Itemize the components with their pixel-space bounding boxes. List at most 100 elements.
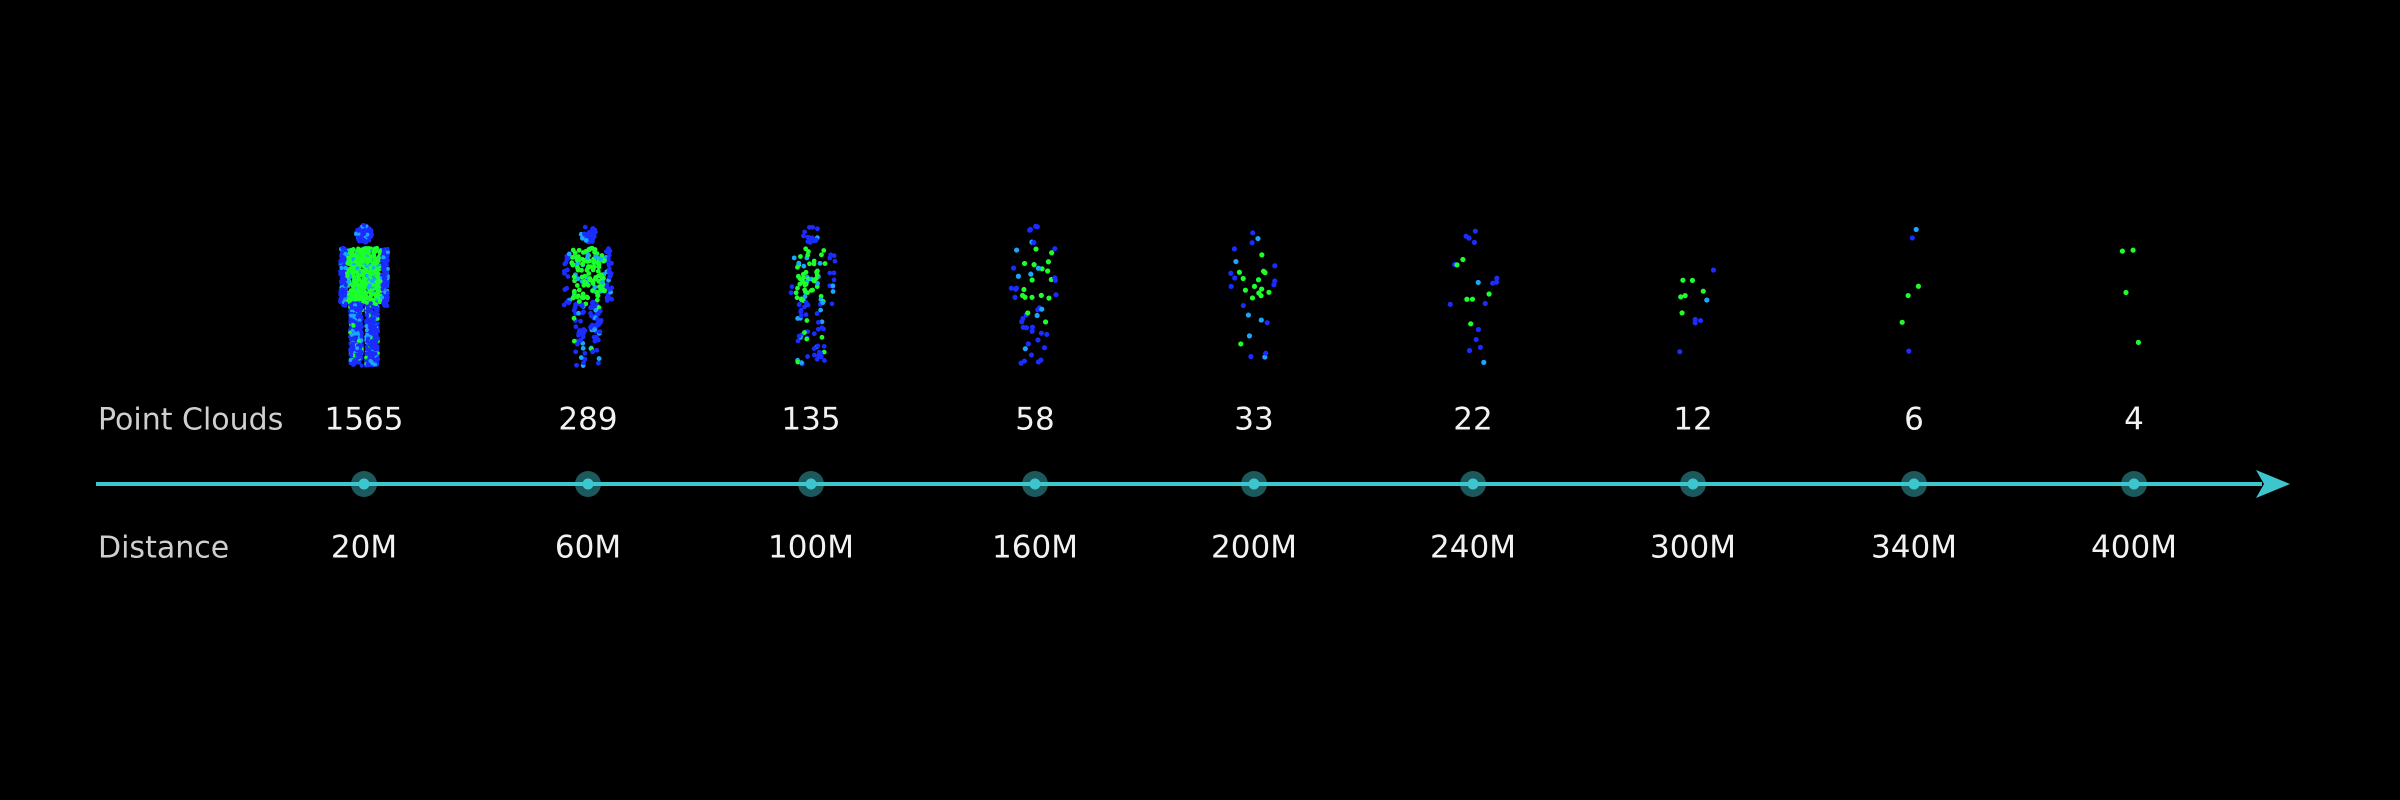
cloud-point — [1031, 262, 1037, 268]
cloud-point — [821, 343, 827, 349]
point-count: 135 — [781, 402, 840, 438]
cloud-point — [590, 267, 596, 273]
cloud-point — [357, 311, 362, 316]
cloud-point — [382, 267, 387, 272]
cloud-point — [804, 318, 810, 323]
cloud-point — [356, 338, 361, 343]
cloud-point — [349, 305, 354, 310]
cloud-point — [579, 274, 585, 280]
cloud-point — [799, 360, 804, 366]
cloud-point — [589, 300, 595, 306]
cloud-point — [1447, 301, 1453, 307]
cloud-point — [596, 264, 602, 270]
cloud-point — [353, 331, 358, 336]
cloud-point — [1015, 273, 1021, 279]
cloud-point — [793, 290, 799, 296]
cloud-point — [584, 294, 590, 300]
cloud-point — [355, 259, 360, 264]
cloud-point — [596, 356, 602, 361]
cloud-point — [356, 249, 361, 254]
cloud-point — [359, 302, 364, 307]
cloud-point — [1041, 345, 1048, 351]
cloud-point — [798, 313, 804, 319]
cloud-point — [1486, 291, 1492, 297]
cloud-point — [1909, 235, 1915, 241]
cloud-point — [1028, 271, 1034, 277]
cloud-point — [368, 301, 373, 306]
cloud-point — [579, 295, 585, 300]
cloud-point — [591, 258, 597, 264]
cloud-point — [1899, 319, 1905, 325]
cloud-point — [1035, 337, 1041, 343]
cloud-point — [820, 300, 826, 306]
cloud-point — [801, 233, 806, 239]
cloud-point — [374, 327, 379, 332]
point-cloud — [1008, 223, 1059, 366]
cloud-point — [819, 319, 825, 325]
cloud-point — [360, 230, 365, 235]
cloud-point — [340, 287, 345, 292]
node-dot — [805, 478, 817, 490]
cloud-point — [2119, 248, 2126, 254]
cloud-point — [1228, 270, 1234, 276]
cloud-point — [377, 288, 382, 293]
cloud-point — [583, 238, 589, 243]
cloud-point — [802, 287, 808, 293]
cloud-point — [372, 362, 377, 367]
cloud-point — [576, 330, 582, 336]
cloud-point — [598, 256, 603, 262]
cloud-point — [357, 273, 362, 278]
cloud-point — [594, 297, 600, 303]
cloud-point — [609, 285, 615, 291]
cloud-point — [1259, 252, 1265, 258]
cloud-point — [571, 338, 577, 344]
cloud-point — [1251, 283, 1258, 289]
cloud-point — [1906, 348, 1912, 354]
cloud-point — [809, 288, 814, 293]
cloud-point — [585, 255, 590, 261]
point-cloud — [1447, 228, 1500, 365]
cloud-point — [804, 336, 810, 342]
cloud-point — [1249, 295, 1256, 301]
cloud-point — [341, 246, 346, 251]
cloud-point — [579, 302, 585, 308]
cloud-point — [583, 280, 589, 286]
point-count: 33 — [1234, 402, 1273, 438]
cloud-point — [361, 223, 366, 228]
cloud-point — [1020, 315, 1026, 322]
cloud-point — [1248, 354, 1254, 360]
cloud-point — [817, 260, 823, 266]
cloud-point — [1012, 294, 1018, 300]
cloud-point — [374, 261, 379, 266]
cloud-point — [798, 254, 803, 259]
cloud-point — [365, 332, 370, 337]
cloud-point — [347, 298, 352, 303]
cloud-point — [364, 324, 369, 329]
cloud-point — [1249, 240, 1255, 246]
cloud-point — [796, 333, 802, 339]
cloud-point — [818, 307, 823, 313]
cloud-point — [370, 311, 375, 316]
node-dot — [1467, 478, 1479, 490]
cloud-point — [815, 326, 821, 332]
distance-value: 340M — [1871, 530, 1957, 566]
cloud-point — [571, 315, 577, 321]
cloud-point — [1258, 293, 1264, 299]
cloud-point — [811, 258, 817, 264]
cloud-point — [1042, 319, 1049, 325]
cloud-point — [597, 329, 603, 335]
cloud-point — [607, 248, 613, 254]
cloud-point — [372, 316, 377, 321]
cloud-point — [1021, 260, 1028, 267]
cloud-point — [385, 258, 390, 263]
cloud-point — [341, 257, 346, 262]
cloud-point — [1034, 312, 1040, 319]
cloud-point — [572, 304, 578, 310]
cloud-point — [590, 281, 596, 286]
cloud-point — [366, 285, 371, 290]
node-dot — [1029, 478, 1041, 490]
cloud-point — [370, 272, 375, 277]
cloud-point — [359, 282, 364, 287]
cloud-point — [348, 337, 353, 342]
